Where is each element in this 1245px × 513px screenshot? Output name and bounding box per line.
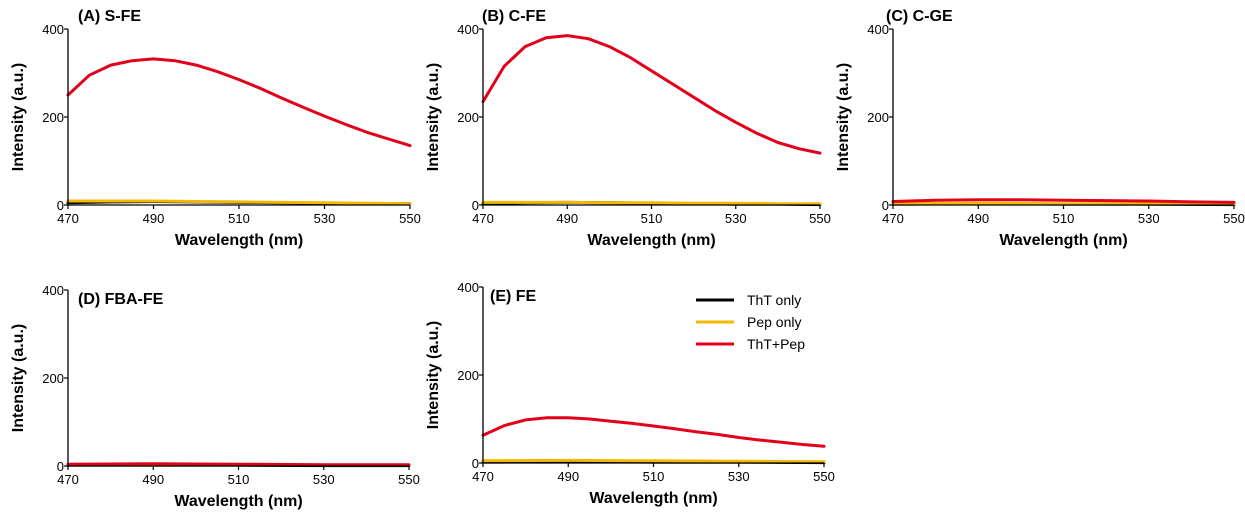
series-line-pep-only [66,199,412,206]
y-tick-label: 200 [867,110,889,125]
x-tick-label: 470 [57,472,79,487]
x-axis-label: Wavelength (nm) [174,493,302,510]
y-tick-label: 400 [42,283,64,298]
x-axis-label: Wavelength (nm) [175,232,303,249]
x-tick-label: 530 [313,472,335,487]
x-tick-label: 510 [643,469,665,484]
x-tick-label: 530 [314,211,336,226]
panel-d-fba-fe: 0 200 400 470 490 510 530 550 Wavelength (nm) Int… [10,283,420,510]
panel-title: (C) C-GE [886,8,953,25]
y-tick-label: 200 [42,371,64,386]
x-tick-label: 530 [1138,211,1160,226]
x-tick-label: 510 [228,211,250,226]
x-tick-label: 550 [398,472,420,487]
series-line-tht-pep [66,57,412,148]
chart-panels: 0 200 400 470 490 510 530 550 Wavelength (nm) Int… [10,8,1245,510]
panel-a-s-fe: 0 200 400 470 490 510 530 550 Wavelength (nm) Int… [10,8,421,249]
x-axis-label: Wavelength (nm) [589,490,717,507]
legend-entry-tht-only: ThT only [696,292,801,308]
x-tick-label: 530 [728,469,750,484]
x-tick-label: 490 [967,211,989,226]
panel-c-c-ge: 0 200 400 470 490 510 530 550 Wavelength (nm) Int… [835,8,1245,249]
y-tick-label: 0 [57,198,64,213]
panel-title: (E) FE [490,288,537,305]
x-tick-label: 510 [641,211,663,226]
y-axis-label: Intensity (a.u.) [835,63,852,171]
y-tick-label: 0 [882,198,889,213]
x-axis-label: Wavelength (nm) [587,232,715,249]
x-tick-label: 510 [1053,211,1075,226]
panel-title: (B) C-FE [482,8,546,25]
panel-title: (D) FBA-FE [78,291,164,308]
series-line-tht-pep [66,462,411,467]
legend-label: ThT+Pep [747,336,805,352]
x-tick-label: 470 [57,211,79,226]
y-tick-label: 400 [867,22,889,37]
x-tick-label: 470 [882,211,904,226]
legend-entry-pep-only: Pep only [696,314,801,330]
series-line-tht-pep [891,198,1236,204]
legend: ThT only Pep only ThT+Pep [696,292,805,352]
series-line-tht-pep [481,34,822,155]
legend-label: ThT only [747,292,801,308]
series-line-pep-only [481,458,826,464]
y-tick-label: 0 [472,456,479,471]
x-tick-label: 490 [557,469,579,484]
y-tick-label: 200 [457,368,479,383]
y-axis-label: Intensity (a.u.) [10,324,27,432]
y-tick-label: 400 [457,280,479,295]
x-tick-label: 490 [142,472,164,487]
x-tick-label: 470 [472,469,494,484]
x-tick-label: 550 [809,211,831,226]
y-axis-label: Intensity (a.u.) [10,63,27,171]
y-axis-label: Intensity (a.u.) [425,63,442,171]
series-line-pep-only [891,201,1236,206]
y-tick-label: 200 [457,110,479,125]
y-tick-label: 400 [42,22,64,37]
x-tick-label: 530 [725,211,747,226]
y-tick-label: 200 [42,110,64,125]
x-tick-label: 550 [399,211,421,226]
y-tick-label: 0 [57,459,64,474]
x-tick-label: 510 [228,472,250,487]
legend-label: Pep only [747,314,801,330]
x-tick-label: 490 [143,211,165,226]
legend-entry-tht-pep: ThT+Pep [696,336,805,352]
panel-b-c-fe: 0 200 400 470 490 510 530 550 Wavelength (nm) Int… [425,8,831,249]
series-line-pep-only [481,200,822,206]
y-axis-label: Intensity (a.u.) [425,321,442,429]
x-tick-label: 490 [556,211,578,226]
y-tick-label: 400 [457,22,479,37]
x-axis-label: Wavelength (nm) [999,232,1127,249]
y-tick-label: 0 [472,198,479,213]
panel-e-fe: 0 200 400 470 490 510 530 550 Wavelength (nm) Int… [425,280,835,507]
x-tick-label: 550 [813,469,835,484]
x-tick-label: 470 [472,211,494,226]
panel-title: (A) S-FE [78,8,141,25]
x-tick-label: 550 [1223,211,1245,226]
series-line-tht-pep [481,416,826,448]
